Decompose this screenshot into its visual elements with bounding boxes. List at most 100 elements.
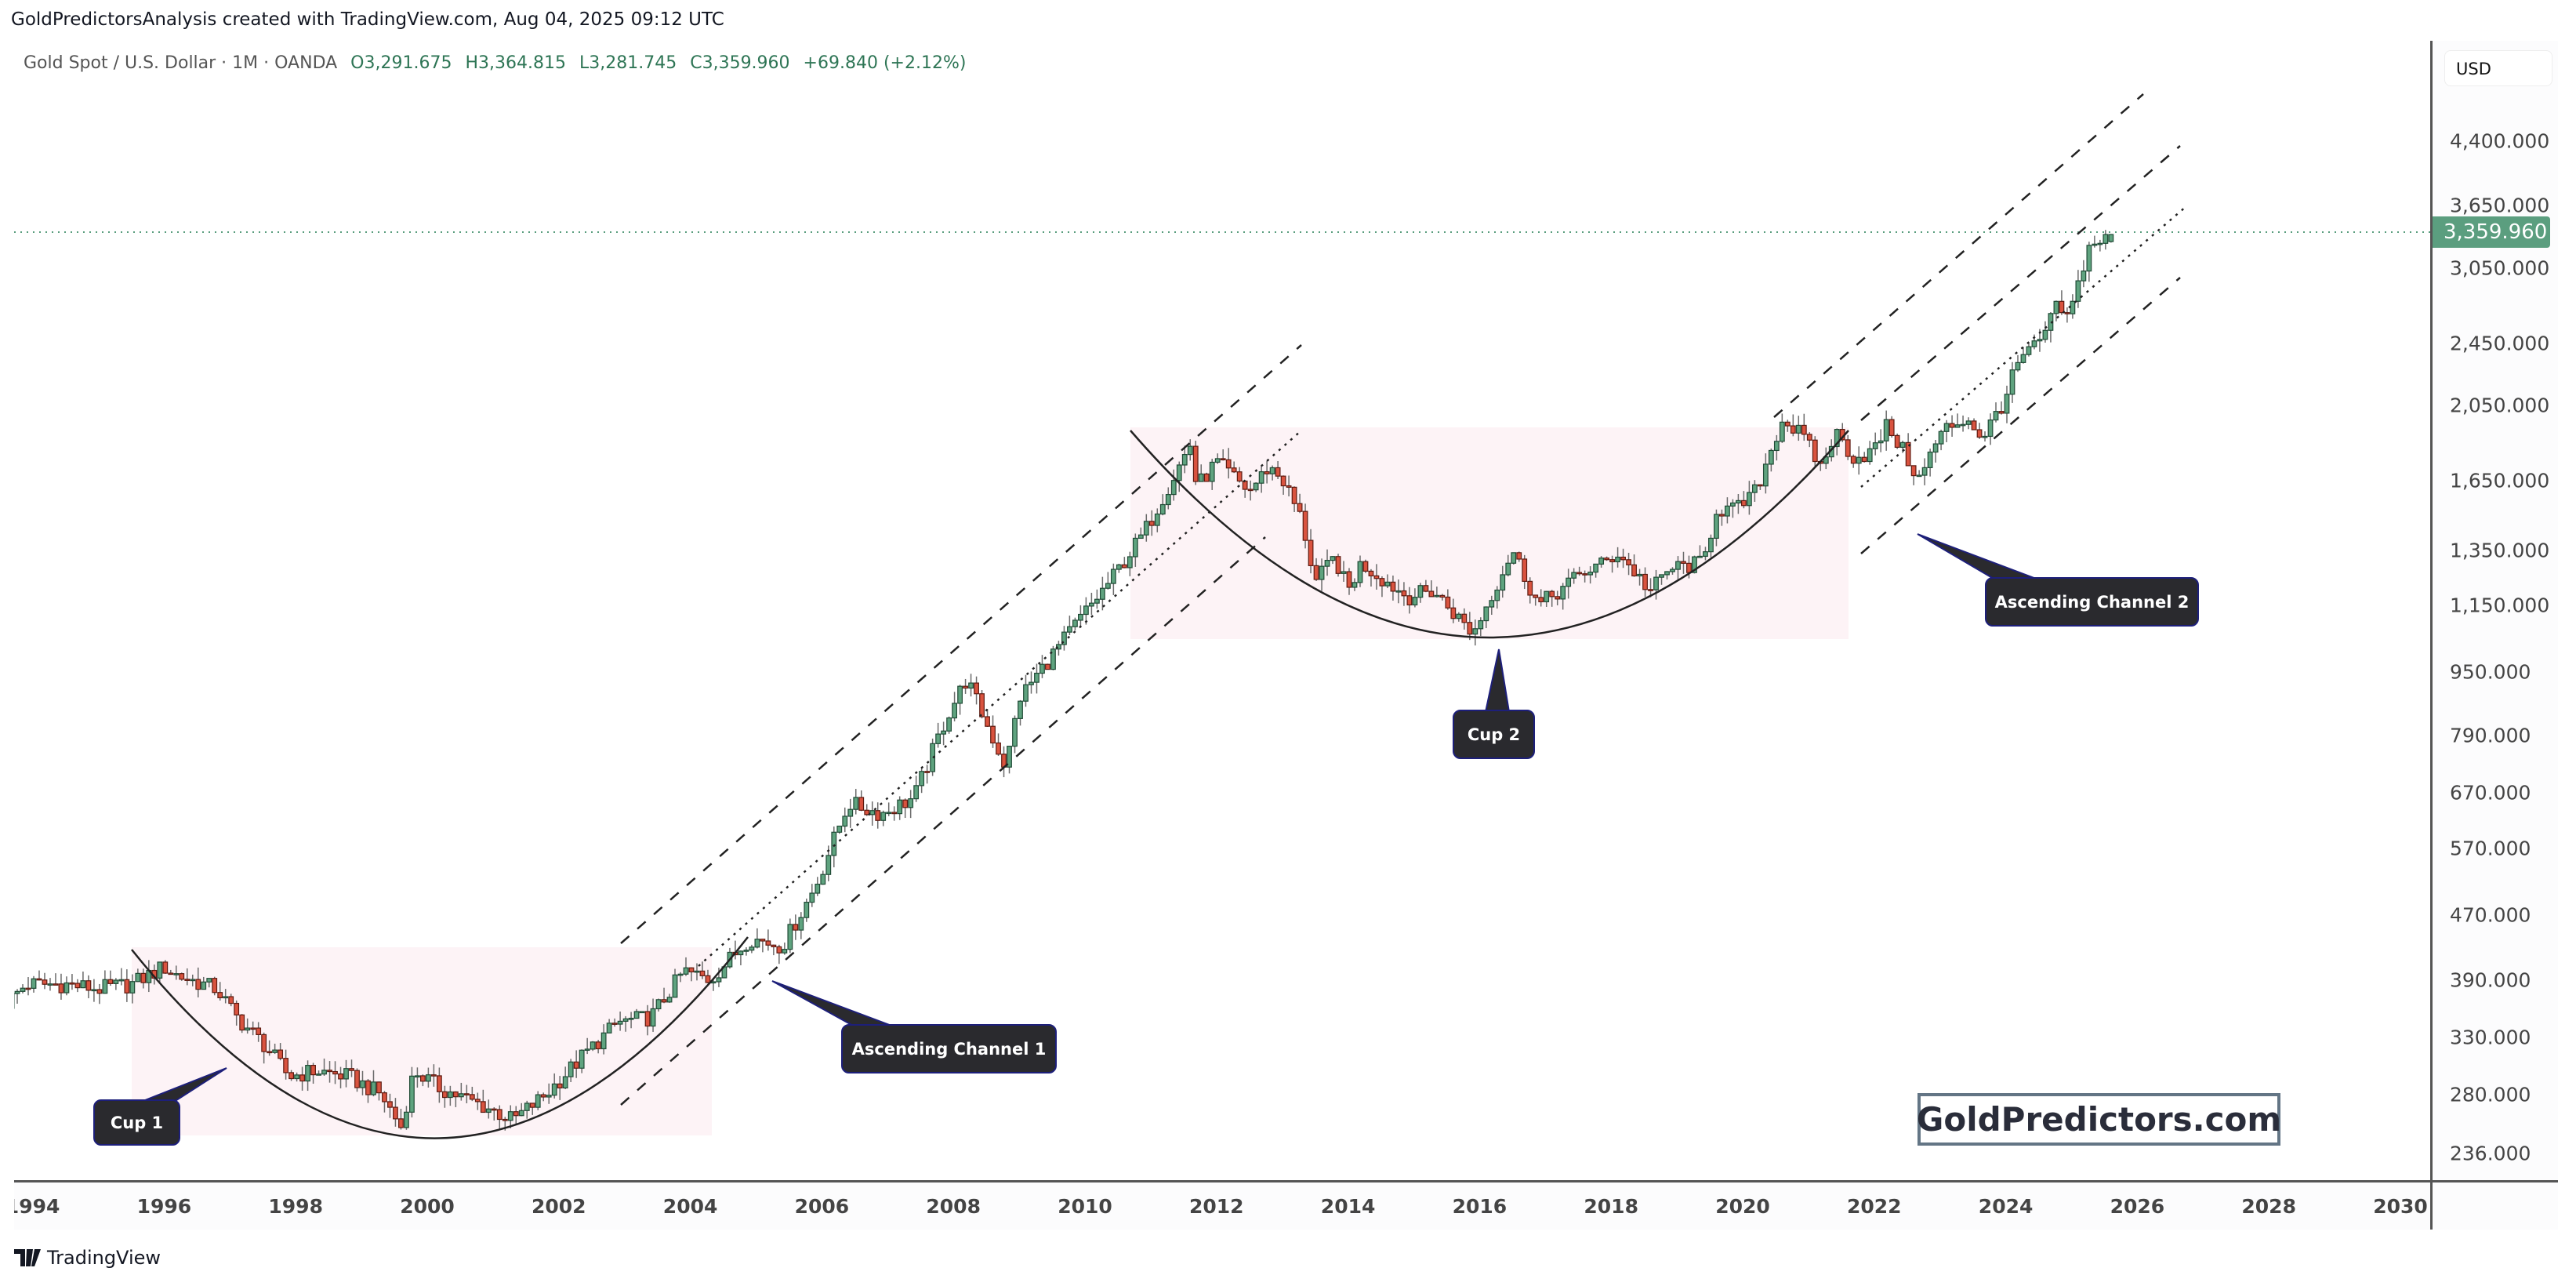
candle-down	[996, 742, 1001, 755]
candle-up	[820, 874, 826, 885]
candle-down	[1516, 552, 1522, 560]
candle-up	[584, 1048, 590, 1052]
candle-down	[162, 961, 169, 974]
price-axis[interactable]: 4,400.000 3,650.000 3,050.000 2,450.000 2,05…	[2430, 41, 2558, 1180]
candle-up	[1505, 562, 1511, 576]
candle-up	[2108, 234, 2114, 242]
candle-up	[590, 1041, 596, 1050]
time-axis[interactable]: 1994 1996 1998 2000 2002 2004 2006 2008 2010 2012…	[14, 1180, 2430, 1230]
year-tick-label: 2006	[794, 1195, 850, 1218]
candle-up	[1544, 590, 1550, 603]
candle-up	[1417, 585, 1424, 598]
candle-up	[1659, 574, 1664, 578]
candle-up	[935, 733, 942, 744]
candle-up	[1330, 556, 1336, 561]
candle-up	[908, 798, 914, 808]
candle-down	[349, 1068, 354, 1071]
candle-up	[1412, 597, 1418, 606]
year-tick-label: 2022	[1847, 1195, 1902, 1218]
candle-down	[1148, 521, 1155, 526]
tradingview-icon	[14, 1249, 41, 1266]
candle-down	[1286, 485, 1292, 488]
candle-down	[283, 1058, 289, 1073]
candle-down	[74, 983, 81, 989]
candle-up	[129, 981, 136, 994]
candle-up	[2075, 280, 2081, 302]
candle-down	[858, 797, 865, 811]
channel2-upper-line[interactable]	[1860, 145, 2181, 421]
candle-up	[1746, 492, 1752, 507]
channel1-upper-line[interactable]	[620, 344, 1302, 944]
candle-down	[1220, 458, 1226, 461]
candle-down	[338, 1073, 343, 1080]
price-tick-label: 950.000	[2450, 660, 2531, 684]
change-value: +69.840 (+2.12%)	[803, 53, 967, 73]
candle-down	[69, 982, 75, 985]
candle-down	[1998, 411, 2005, 414]
candle-down	[990, 725, 996, 744]
candle-down	[1247, 489, 1254, 492]
candle-down	[974, 682, 979, 695]
open-value: O3,291.675	[350, 53, 452, 73]
channel2-lower-line[interactable]	[1860, 277, 2181, 554]
candle-up	[1253, 482, 1259, 491]
candle-down	[1467, 622, 1473, 635]
candle-up	[2042, 329, 2048, 340]
cup1-label[interactable]: Cup 1	[93, 1099, 180, 1146]
candle-up	[1954, 424, 1961, 428]
candle-down	[557, 1083, 563, 1088]
tradingview-logo[interactable]: TradingView	[14, 1247, 161, 1269]
candle-up	[1664, 571, 1670, 576]
candle-up	[650, 1008, 656, 1027]
channel2-mid-line[interactable]	[1860, 205, 2187, 488]
candle-down	[1910, 465, 1917, 477]
candle-up	[831, 831, 837, 856]
candle-up	[1637, 573, 1642, 577]
candle-up	[1571, 572, 1577, 579]
candle-down	[212, 978, 218, 994]
candle-up	[316, 1073, 321, 1076]
candle-up	[1730, 502, 1736, 507]
candle-up	[47, 983, 53, 986]
candle-up	[201, 981, 207, 990]
currency-button[interactable]: USD	[2444, 50, 2552, 86]
candle-down	[705, 975, 711, 983]
symbol-name[interactable]: Gold Spot / U.S. Dollar · 1M · OANDA	[24, 53, 338, 73]
cup2-curve	[1130, 430, 1849, 639]
candle-down	[540, 1094, 546, 1098]
cup2-label[interactable]: Cup 2	[1453, 710, 1535, 759]
candle-down	[1861, 456, 1867, 463]
chart-credit: GoldPredictorsAnalysis created with Trad…	[11, 9, 724, 30]
channel2-label[interactable]: Ascending Channel 2	[1985, 577, 2199, 627]
candle-down	[382, 1092, 387, 1103]
candle-up	[809, 892, 815, 903]
candle-up	[1050, 648, 1056, 670]
candle-up	[1023, 684, 1029, 702]
candle-up	[1039, 663, 1045, 674]
candle-down	[776, 946, 782, 954]
candle-up	[1500, 574, 1506, 591]
channel1-lower-line[interactable]	[620, 536, 1266, 1106]
candle-up	[360, 1080, 365, 1088]
candle-down	[1850, 456, 1856, 464]
candle-up	[1598, 558, 1605, 565]
channel1-label[interactable]: Ascending Channel 1	[841, 1024, 1057, 1073]
channel2-top-line[interactable]	[1773, 93, 2144, 418]
year-tick-label: 2020	[1715, 1195, 1770, 1218]
candle-down	[1538, 597, 1544, 603]
candle-down	[1445, 596, 1451, 608]
price-tick-label: 2,050.000	[2450, 394, 2550, 417]
candle-up	[1181, 454, 1188, 466]
candle-up	[1067, 626, 1072, 633]
axis-corner	[2430, 1180, 2558, 1230]
candle-up	[694, 970, 700, 973]
channel1-mid-line[interactable]	[698, 430, 1302, 967]
candle-up	[1269, 467, 1275, 474]
candle-down	[1604, 558, 1610, 561]
candle-up	[1982, 435, 1988, 438]
candle-up	[946, 717, 952, 732]
candle-down	[1888, 419, 1895, 436]
candle-up	[2086, 245, 2092, 272]
candle-down	[529, 1103, 535, 1108]
